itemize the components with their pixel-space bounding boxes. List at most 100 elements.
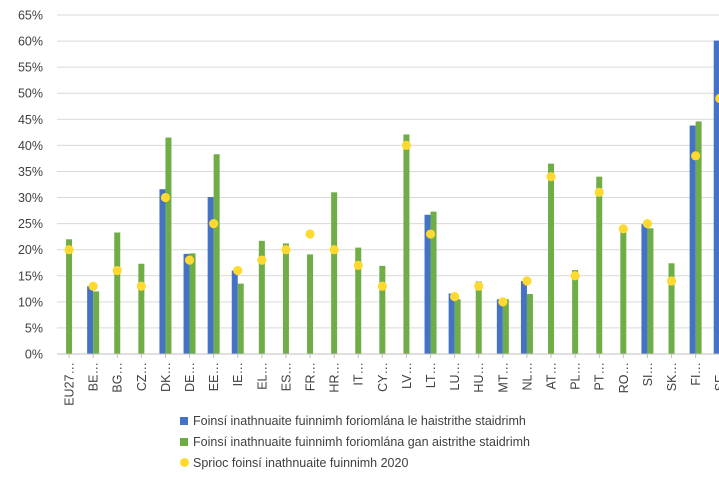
- legend-item-series2: Foinsí inathnuaite fuinnimh foriomlána g…: [180, 431, 530, 452]
- chart: 0% 5% 10% 15% 20% 25% 30% 35% 40% 45% 50% 55% 60% 65%…: [18, 9, 719, 406]
- bar-series2: [502, 299, 509, 354]
- bar-series2: [430, 211, 437, 354]
- bar-series1: [641, 224, 648, 354]
- bar-series1: [448, 293, 455, 354]
- legend-label-series1: Foinsí inathnuaite fuinnimh foriomlána l…: [193, 413, 526, 428]
- x-tick-label: BE…: [87, 362, 101, 391]
- x-tick-label: LU…: [448, 362, 462, 390]
- target-dot: [329, 245, 339, 255]
- target-dot: [642, 219, 653, 229]
- target-dot: [233, 265, 243, 276]
- legend-swatch-series2: [180, 437, 188, 446]
- bar-series2: [213, 154, 220, 354]
- bar-series2: [620, 228, 627, 354]
- bar-series2: [379, 265, 386, 354]
- y-tick-label: 55%: [18, 61, 43, 75]
- y-tick-label: 35%: [18, 165, 43, 179]
- target-dot: [281, 245, 291, 255]
- y-tick-label: 0%: [25, 348, 43, 362]
- x-tick-label: EU27…: [63, 362, 77, 406]
- target-dot: [450, 292, 460, 302]
- x-tick-label: RO…: [617, 362, 631, 393]
- x-axis: EU27… BE… BG… CZ… DK… DE… EE… IE… EL… ES… FR… HR… IT…: [57, 353, 719, 406]
- bar-series1: [496, 299, 503, 354]
- y-tick-label: 65%: [18, 9, 43, 23]
- target-dot: [377, 281, 387, 291]
- target-dot: [522, 276, 532, 286]
- x-tick-label: SE…: [713, 362, 719, 391]
- y-tick-label: 5%: [25, 321, 43, 335]
- bar-series1: [713, 40, 719, 354]
- target-dot: [715, 93, 719, 103]
- bar-series1: [424, 214, 431, 354]
- target-dot: [160, 192, 171, 203]
- bar-series2: [668, 263, 675, 354]
- bar-series1: [689, 125, 696, 354]
- bar-series2: [695, 121, 702, 354]
- x-tick-label: SI…: [641, 362, 655, 386]
- x-tick-label: NL…: [520, 362, 534, 390]
- y-tick-label: 15%: [18, 269, 43, 283]
- x-tick-label: AT…: [545, 362, 559, 390]
- bar-series2: [189, 253, 196, 354]
- legend-label-series2: Foinsí inathnuaite fuinnimh foriomlána g…: [193, 434, 530, 449]
- bar-series1: [87, 286, 94, 354]
- x-tick-label: FR…: [304, 362, 318, 391]
- bar-series2: [93, 291, 100, 354]
- bar-series2: [572, 270, 579, 354]
- target-dot: [401, 140, 412, 150]
- legend-label-target: Sprioc foinsí inathnuaite fuinnimh 2020: [193, 455, 409, 470]
- bar-series1: [231, 270, 238, 354]
- bar-series2: [331, 192, 338, 354]
- bar-series2: [66, 239, 73, 354]
- target-dot: [546, 172, 556, 182]
- legend-item-series1: Foinsí inathnuaite fuinnimh foriomlána l…: [180, 410, 530, 431]
- target-dot: [184, 255, 195, 265]
- target-dot: [474, 281, 484, 291]
- x-tick-label: CY…: [376, 362, 390, 392]
- x-tick-label: IT…: [352, 362, 366, 386]
- x-tick-label: DE…: [183, 362, 197, 392]
- target-dot: [691, 151, 701, 161]
- x-tick-label: HR…: [328, 362, 342, 393]
- bar-series2: [237, 283, 244, 354]
- bar-series2: [258, 240, 265, 354]
- x-tick-label: CZ…: [135, 362, 149, 391]
- y-tick-label: 10%: [18, 295, 43, 309]
- target-dot: [353, 260, 363, 270]
- target-dot: [64, 245, 74, 255]
- bar-series2: [403, 134, 410, 354]
- y-axis: 0% 5% 10% 15% 20% 25% 30% 35% 40% 45% 50% 55% 60% 65%: [18, 9, 43, 362]
- bar-series1: [207, 197, 214, 354]
- bar-series2: [475, 281, 482, 354]
- legend-swatch-target: [180, 458, 189, 467]
- target-dot: [305, 229, 315, 239]
- bar-series2: [282, 243, 289, 354]
- x-tick-label: PT…: [593, 362, 607, 390]
- target-dot: [257, 255, 267, 265]
- y-tick-label: 30%: [18, 191, 43, 205]
- target-dot: [618, 224, 628, 234]
- y-tick-label: 50%: [18, 87, 43, 101]
- legend-swatch-series1: [180, 416, 188, 425]
- bar-series2: [138, 263, 145, 354]
- target-dot: [136, 281, 146, 291]
- x-tick-label: DK…: [159, 362, 173, 392]
- y-tick-label: 20%: [18, 243, 43, 257]
- bar-series2: [596, 176, 603, 354]
- target-dot: [112, 265, 122, 276]
- x-tick-label: PL…: [569, 362, 583, 390]
- x-tick-label: EE…: [207, 362, 221, 391]
- y-tick-label: 45%: [18, 113, 43, 127]
- target-markers: [64, 93, 719, 307]
- y-tick-label: 25%: [18, 217, 43, 231]
- y-tick-label: 60%: [18, 35, 43, 49]
- x-tick-label: ES…: [279, 362, 293, 391]
- target-dot: [209, 219, 219, 229]
- bar-series1: [520, 280, 527, 354]
- bar-series2: [526, 294, 533, 354]
- target-dot: [498, 297, 508, 307]
- bar-series1: [159, 189, 166, 354]
- x-tick-label: BG…: [111, 362, 125, 393]
- bar-series2: [548, 163, 555, 354]
